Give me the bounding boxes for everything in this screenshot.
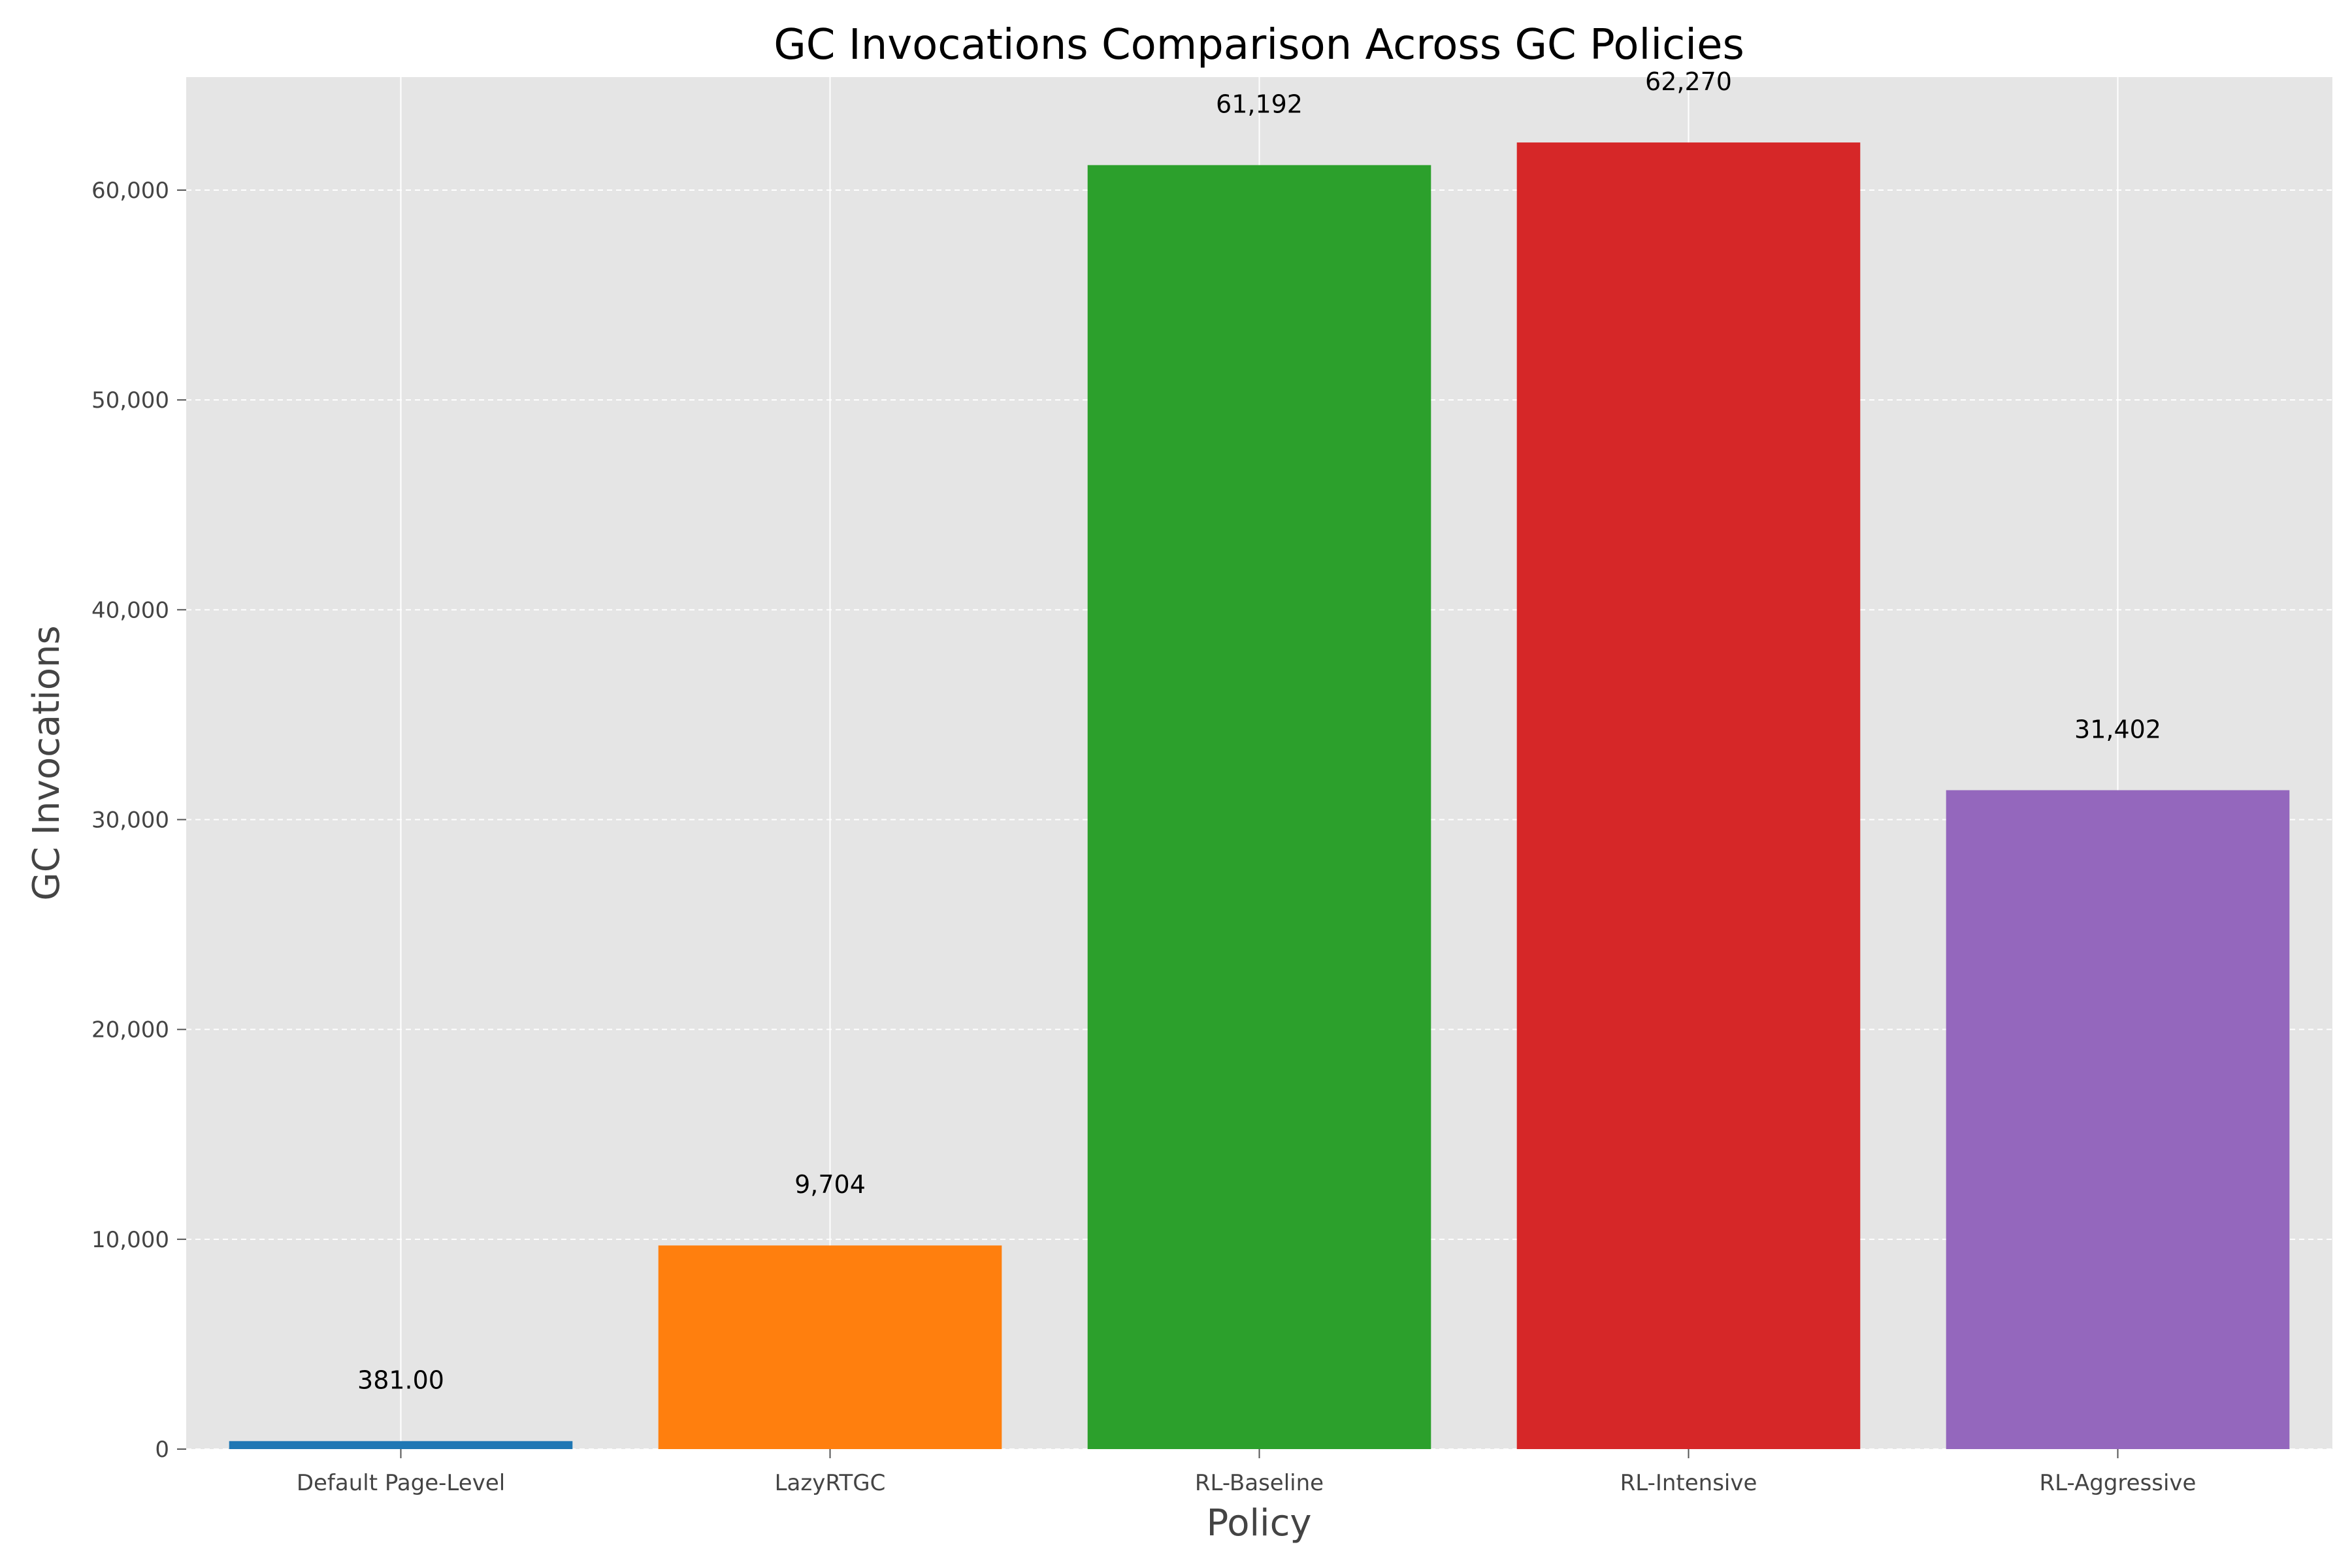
x-tick-label: RL-Intensive	[1620, 1470, 1757, 1496]
bar	[229, 1441, 573, 1449]
value-labels: 381.00 9,704 61,192 62,270 31,402	[357, 67, 2161, 1395]
y-tick-label: 50,000	[91, 387, 169, 414]
x-tick-label: RL-Baseline	[1195, 1470, 1324, 1496]
bar	[1946, 790, 2290, 1449]
y-tick-label: 40,000	[91, 597, 169, 623]
bars	[229, 142, 2290, 1450]
x-axis-ticks: Default Page-Level LazyRTGC RL-Baseline RL-…	[297, 1449, 2197, 1496]
y-tick-label: 30,000	[91, 807, 169, 833]
x-axis-label: Policy	[1206, 1502, 1311, 1544]
y-axis-ticks: 0 10,000 20,000 30,000 40,000 50,000 60,000	[91, 178, 186, 1463]
bar	[658, 1245, 1002, 1449]
bar	[1087, 165, 1431, 1449]
y-tick-label: 60,000	[91, 178, 169, 204]
bar-value-label: 62,270	[1645, 67, 1732, 96]
chart-title: GC Invocations Comparison Across GC Poli…	[774, 21, 1744, 69]
y-tick-label: 10,000	[91, 1227, 169, 1253]
bar-value-label: 381.00	[357, 1366, 444, 1395]
bar-value-label: 9,704	[794, 1170, 866, 1199]
bar-value-label: 31,402	[2074, 715, 2161, 743]
x-tick-label: Default Page-Level	[297, 1470, 505, 1496]
y-tick-label: 0	[155, 1437, 169, 1463]
bar-value-label: 61,192	[1216, 90, 1303, 119]
x-tick-label: RL-Aggressive	[2040, 1470, 2197, 1496]
y-axis-label: GC Invocations	[25, 625, 68, 900]
y-tick-label: 20,000	[91, 1017, 169, 1043]
bar	[1516, 142, 1861, 1450]
x-tick-label: LazyRTGC	[775, 1470, 886, 1496]
